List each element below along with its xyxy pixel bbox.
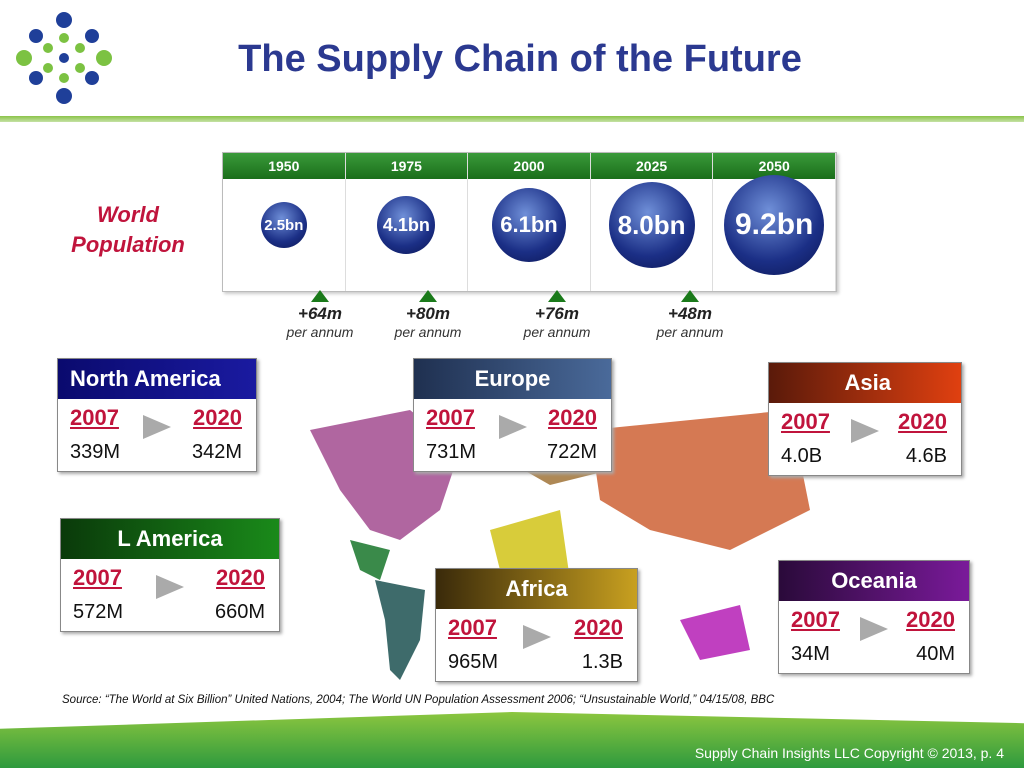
- year-to: 2020: [898, 409, 947, 434]
- region-box: Oceania 2007 2020 34M 40M: [778, 560, 970, 674]
- region-box: North America 2007 2020 339M 342M: [57, 358, 257, 472]
- region-box: Asia 2007 2020 4.0B 4.6B: [768, 362, 962, 476]
- value-from: 572M: [73, 601, 124, 623]
- growth: +76m per annum: [507, 290, 607, 340]
- value-from: 339M: [70, 441, 121, 463]
- value-to: 1.3B: [581, 651, 623, 673]
- year: 1950: [223, 153, 345, 179]
- population-globe: 8.0bn: [608, 182, 695, 268]
- arrow: [498, 415, 527, 439]
- year-to: 2020: [216, 565, 265, 590]
- region-box: Europe 2007 2020 731M 722M: [413, 358, 612, 472]
- year: 2025: [590, 153, 713, 179]
- footer: Supply Chain Insights LLC Copyright © 20…: [694, 745, 1004, 761]
- region-name: Europe: [414, 359, 611, 399]
- value-from: 4.0B: [781, 445, 823, 467]
- logo: [16, 12, 112, 104]
- region-body: 2007 2020 731M 722M: [414, 399, 611, 471]
- region-name: North America: [58, 359, 256, 399]
- year-to: 2020: [548, 405, 597, 430]
- year: 2000: [468, 153, 590, 179]
- region-box: L America 2007 2020 572M 660M: [60, 518, 280, 632]
- value-to: 722M: [546, 441, 597, 463]
- timeline-column: 1950 2.5bn: [223, 153, 346, 291]
- marker: [548, 290, 566, 302]
- value-from: 731M: [426, 441, 477, 463]
- arrow: [143, 415, 171, 439]
- year-from: 2007: [448, 615, 497, 640]
- region-name: Africa: [436, 569, 637, 609]
- header-rule: [0, 116, 1024, 122]
- growth-value: +80m: [406, 304, 450, 323]
- value-to: 660M: [214, 601, 265, 623]
- region-body: 2007 2020 34M 40M: [779, 601, 969, 673]
- year-from: 2007: [781, 409, 830, 434]
- marker: [419, 290, 437, 302]
- source: Source: “The World at Six Billion” Unite…: [62, 694, 775, 706]
- timeline: 1950 2.5bn 1975 4.1bn 2000 6.1bn 2025 8.0bn 2050…: [222, 152, 837, 292]
- value-to: 4.6B: [905, 445, 947, 467]
- region-name: L America: [61, 519, 279, 559]
- arrow: [156, 575, 184, 599]
- year-to: 2020: [574, 615, 623, 640]
- title: The Supply Chain of the Future: [238, 38, 802, 80]
- growth-value: +64m: [298, 304, 342, 323]
- region-name: Asia: [769, 363, 961, 403]
- year-to: 2020: [193, 405, 242, 430]
- value-from: 965M: [448, 651, 499, 673]
- year-from: 2007: [73, 565, 122, 590]
- arrow: [860, 617, 888, 641]
- population-globe: 6.1bn: [491, 188, 566, 262]
- value-from: 34M: [791, 643, 830, 665]
- arrow: [522, 625, 551, 649]
- growth: +48m per annum: [640, 290, 740, 340]
- year-from: 2007: [70, 405, 119, 430]
- region-body: 2007 2020 4.0B 4.6B: [769, 403, 961, 475]
- growth: +64m per annum: [270, 290, 370, 340]
- marker: [311, 290, 329, 302]
- growth: +80m per annum: [378, 290, 478, 340]
- growth-unit: per annum: [286, 324, 354, 340]
- year-from: 2007: [791, 607, 840, 632]
- value-to: 342M: [191, 441, 242, 463]
- region-box: Africa 2007 2020 965M 1.3B: [435, 568, 638, 682]
- timeline-column: 1975 4.1bn: [345, 153, 469, 291]
- arrow: [851, 419, 879, 443]
- population-globe: 2.5bn: [260, 202, 307, 248]
- region-body: 2007 2020 339M 342M: [58, 399, 256, 471]
- growth-unit: per annum: [523, 324, 591, 340]
- region-body: 2007 2020 572M 660M: [61, 559, 279, 631]
- region-name: Oceania: [779, 561, 969, 601]
- year-to: 2020: [906, 607, 955, 632]
- timeline-column: 2000 6.1bn: [468, 153, 591, 291]
- region-body: 2007 2020 965M 1.3B: [436, 609, 637, 681]
- year-from: 2007: [426, 405, 475, 430]
- population-label: World Population: [71, 202, 185, 257]
- growth-unit: per annum: [394, 324, 462, 340]
- population-globe: 9.2bn: [724, 175, 825, 275]
- growth-unit: per annum: [656, 324, 724, 340]
- timeline-column: 2025 8.0bn: [590, 153, 714, 291]
- marker: [681, 290, 699, 302]
- population-globe: 4.1bn: [377, 196, 436, 254]
- year: 2050: [713, 153, 835, 179]
- value-to: 40M: [916, 643, 955, 665]
- growth-value: +48m: [668, 304, 712, 323]
- growth-value: +76m: [535, 304, 579, 323]
- year: 1975: [345, 153, 468, 179]
- timeline-column: 2050 9.2bn: [713, 153, 836, 291]
